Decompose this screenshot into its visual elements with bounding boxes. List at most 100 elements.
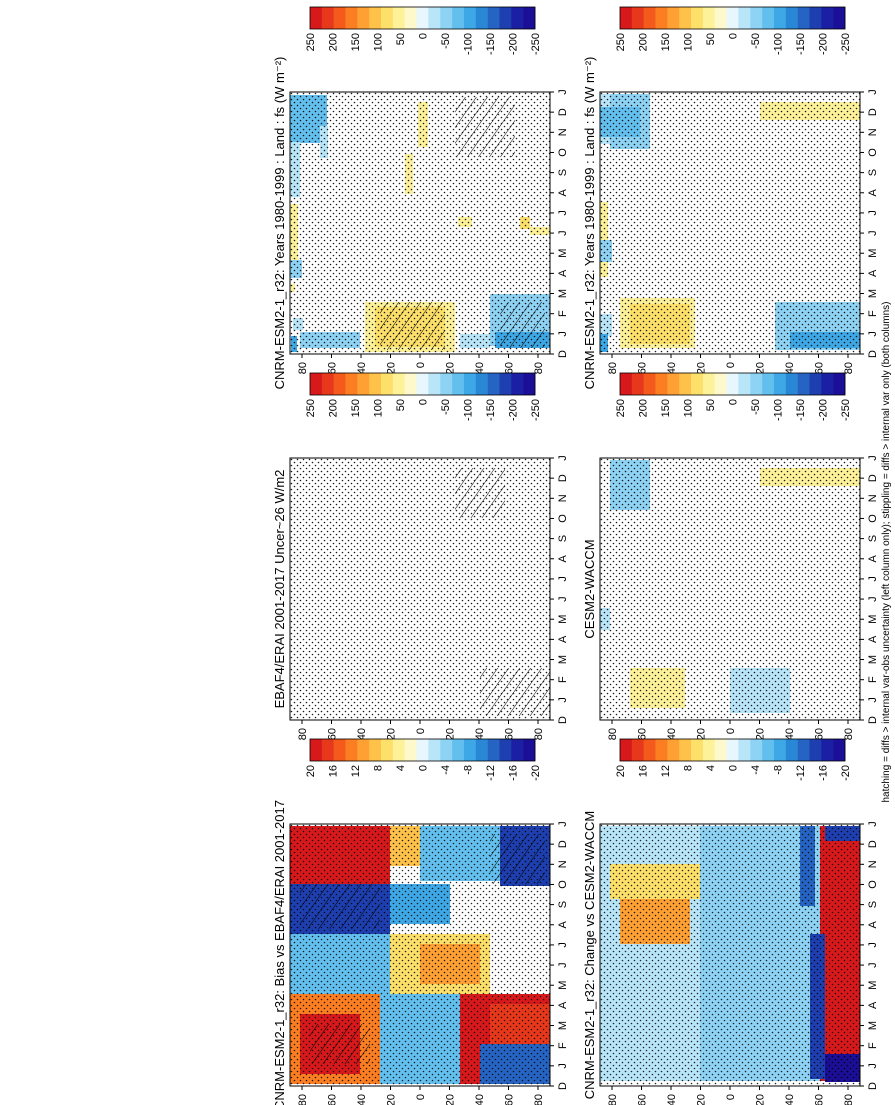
x-tick-label: O (557, 514, 569, 523)
colorbar-label: -20 (840, 765, 852, 781)
colorbar-label: 12 (350, 765, 362, 777)
colorbar-label: 150 (660, 33, 672, 51)
panel-title: CNRM-ESM2-1_r32: Bias vs EBAF4/ERAI 2001… (272, 800, 287, 1105)
colorbar-label: 20 (305, 765, 317, 777)
x-tick-label: J (867, 210, 879, 216)
colorbar-segment (452, 7, 465, 29)
y-tick-label: 20 (386, 728, 398, 740)
x-tick-label: M (867, 615, 879, 624)
colorbar-segment (369, 739, 382, 761)
colorbar-label: -250 (530, 399, 542, 421)
x-tick-label: D (557, 1082, 569, 1090)
colorbar-segment (357, 739, 370, 761)
colorbar-segment (750, 739, 763, 761)
colorbar-segment (511, 739, 524, 761)
colorbar-segment (821, 373, 834, 395)
colorbar-label: -250 (530, 33, 542, 55)
colorbar-frame (619, 6, 846, 30)
colorbar-segment (691, 7, 704, 29)
colorbar-label: 50 (395, 33, 407, 45)
x-tick-label: M (557, 981, 569, 990)
y-tick-label: 80 (533, 1094, 545, 1105)
colorbar-label: 200 (328, 399, 340, 417)
colorbar-segment (691, 373, 704, 395)
colorbar-segment (404, 7, 417, 29)
colorbar-label: -50 (750, 33, 762, 49)
x-tick-label: S (867, 169, 879, 176)
colorbar-segment (428, 739, 441, 761)
y-tick-label: 80 (607, 728, 619, 740)
colorbar-segment (392, 739, 406, 761)
colorbar-segment (321, 373, 334, 395)
x-tick-label: F (557, 310, 569, 317)
colorbar-label: -200 (818, 33, 830, 55)
panel-title: CNRM-ESM2-1_r32: Change vs CESM2-WACCM (582, 811, 597, 1099)
colorbar-label: 8 (683, 765, 695, 771)
y-tick-label: 40 (666, 1094, 678, 1105)
stipple-overlay (600, 458, 860, 720)
colorbar-segment (463, 373, 477, 395)
y-tick-label: 40 (474, 1094, 486, 1105)
colorbar-label: 20 (615, 765, 627, 777)
colorbar-segment (833, 7, 846, 29)
colorbar-segment (714, 739, 727, 761)
panel-model-left (289, 91, 551, 355)
colorbar-segment (679, 7, 692, 29)
panel-title: CESM2-WACCM (582, 539, 597, 638)
y-tick-label: 0 (725, 1094, 737, 1100)
colorbar-segment (797, 7, 810, 29)
y-tick-label: 20 (445, 1094, 457, 1105)
colorbar-segment (463, 739, 477, 761)
colorbar-segment (333, 373, 346, 395)
colorbar-label: 200 (638, 399, 650, 417)
colorbar-segment (416, 373, 429, 395)
colorbar-label: -100 (463, 399, 475, 421)
x-tick-label: S (557, 535, 569, 542)
panel-model-right (599, 91, 861, 355)
y-tick-label: 20 (696, 728, 708, 740)
y-tick-label: 40 (666, 362, 678, 374)
x-tick-label: M (867, 289, 879, 298)
x-tick-label: M (867, 249, 879, 258)
axes-and-labels: CNRM-ESM2-1_r32: Years 1980-1999 : Land … (272, 6, 879, 1105)
colorbar-label: 250 (615, 33, 627, 51)
x-tick-label: N (867, 860, 879, 868)
x-tick-label: J (557, 331, 569, 337)
colorbar-label: 200 (328, 33, 340, 51)
colorbar-label: 50 (395, 399, 407, 411)
x-tick-label: M (557, 289, 569, 298)
x-tick-label: A (557, 1001, 569, 1009)
colorbar-segment (345, 7, 358, 29)
x-tick-label: M (557, 655, 569, 664)
colorbar-segment (655, 7, 668, 29)
colorbar-frame (309, 738, 536, 762)
colorbar-label: -16 (818, 765, 830, 781)
colorbar-segment (785, 7, 798, 29)
colorbar-segment (821, 7, 834, 29)
colorbar-segment (643, 739, 656, 761)
x-tick-label: N (867, 494, 879, 502)
x-tick-label: J (557, 455, 569, 461)
x-tick-label: A (557, 269, 569, 277)
y-tick-label: 60 (814, 728, 826, 740)
colorbar-segment (345, 739, 358, 761)
colorbar-segment (440, 739, 453, 761)
y-tick-label: 80 (843, 728, 855, 740)
colorbar-label: 0 (728, 765, 740, 771)
colorbar-segment (762, 739, 775, 761)
colorbar-segment (321, 7, 334, 29)
colorbar-segment (511, 373, 524, 395)
colorbar-segment (416, 7, 429, 29)
colorbar-label: 4 (705, 765, 717, 771)
colorbar-segment (809, 739, 822, 761)
x-tick-label: O (867, 880, 879, 889)
x-tick-label: A (557, 554, 569, 562)
y-tick-label: 20 (755, 362, 767, 374)
colorbar-label: -200 (508, 33, 520, 55)
colorbar-label: 0 (728, 33, 740, 39)
y-tick-label: 20 (755, 728, 767, 740)
y-tick-label: 60 (504, 362, 516, 374)
colorbar-segment (381, 7, 394, 29)
colorbar-segment (809, 7, 822, 29)
y-tick-label: 60 (327, 1094, 339, 1105)
